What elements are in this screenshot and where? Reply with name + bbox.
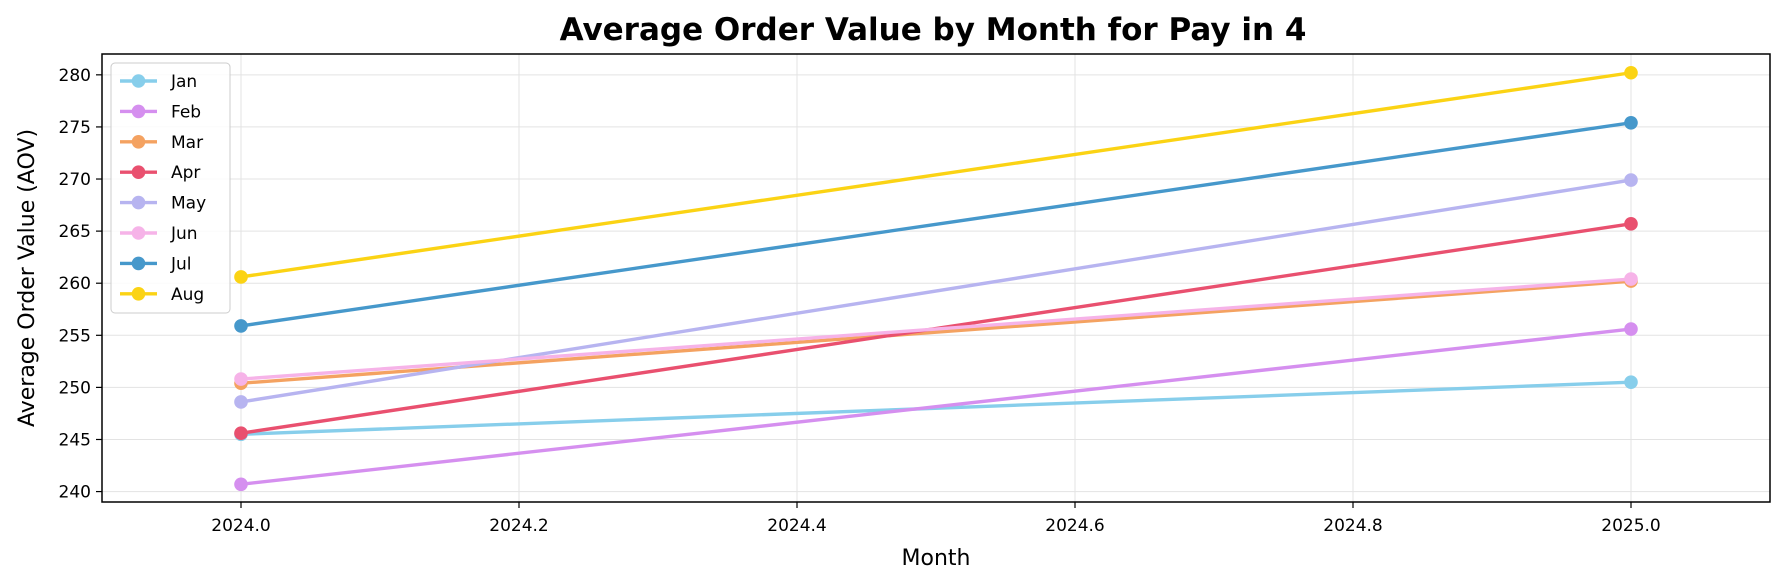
plot-area-frame bbox=[101, 53, 1771, 503]
y-tick-label: 255 bbox=[59, 326, 91, 346]
y-tick-label: 260 bbox=[59, 274, 91, 294]
series-line-aug bbox=[240, 71, 1632, 279]
legend-item-apr: Apr bbox=[120, 163, 200, 183]
y-axis-ticks: 240 245 250 255 260 265 270 275 280 bbox=[59, 66, 102, 503]
series-jul bbox=[234, 115, 1638, 333]
y-tick-label: 270 bbox=[59, 170, 91, 190]
series-aug bbox=[234, 65, 1638, 284]
x-axis-label: Month bbox=[902, 546, 971, 571]
data-point-jul bbox=[1624, 115, 1638, 130]
series-line-may bbox=[240, 178, 1632, 404]
data-point-feb bbox=[1624, 322, 1638, 336]
legend-marker bbox=[131, 74, 146, 88]
legend-item-may: May bbox=[120, 194, 206, 214]
series-may bbox=[234, 173, 1638, 409]
x-tick-label: 2024.6 bbox=[1045, 516, 1104, 536]
legend-item-jan: Jan bbox=[120, 72, 197, 92]
x-tick-label: 2024.0 bbox=[211, 516, 270, 536]
y-tick-label: 240 bbox=[59, 483, 91, 503]
data-point-aug bbox=[234, 270, 248, 284]
legend: Jan Feb Mar Apr May Jun Jul Aug bbox=[110, 62, 231, 314]
legend-item-jul: Jul bbox=[120, 254, 192, 274]
legend-label: Mar bbox=[171, 133, 203, 153]
series-jun bbox=[234, 272, 1638, 386]
legend-box bbox=[110, 62, 231, 314]
x-tick-label: 2025.0 bbox=[1601, 516, 1660, 536]
series-line-jul bbox=[240, 121, 1632, 328]
data-point-jun bbox=[234, 372, 248, 386]
data-point-aug bbox=[1624, 65, 1638, 80]
legend-marker bbox=[131, 256, 146, 271]
legend-marker bbox=[131, 135, 146, 149]
y-tick-label: 250 bbox=[59, 378, 91, 398]
data-point-may bbox=[234, 395, 248, 409]
legend-item-aug: Aug bbox=[120, 285, 204, 305]
legend-label: Jun bbox=[170, 224, 198, 244]
legend-marker bbox=[131, 287, 146, 301]
legend-label: Jan bbox=[170, 72, 197, 92]
x-tick-label: 2024.2 bbox=[489, 516, 548, 536]
data-point-jan bbox=[1624, 375, 1638, 389]
legend-label: Feb bbox=[171, 102, 201, 122]
series-lines bbox=[234, 65, 1638, 492]
series-line-feb bbox=[240, 327, 1632, 486]
y-tick-label: 245 bbox=[59, 430, 91, 450]
legend-marker bbox=[131, 195, 146, 210]
data-point-jun bbox=[1624, 272, 1638, 286]
chart-title: Average Order Value by Month for Pay in … bbox=[560, 12, 1307, 48]
legend-marker bbox=[131, 165, 146, 179]
data-point-apr bbox=[1624, 217, 1638, 231]
legend-label: May bbox=[171, 194, 206, 214]
legend-item-jun: Jun bbox=[120, 224, 198, 244]
data-point-may bbox=[1624, 173, 1638, 187]
legend-item-mar: Mar bbox=[120, 133, 203, 153]
legend-marker bbox=[131, 104, 146, 119]
data-point-feb bbox=[234, 477, 248, 492]
legend-label: Aug bbox=[171, 285, 204, 305]
y-tick-label: 265 bbox=[59, 222, 91, 242]
x-tick-label: 2024.4 bbox=[767, 516, 826, 536]
grid bbox=[102, 54, 1770, 502]
series-feb bbox=[234, 322, 1638, 492]
x-tick-label: 2024.8 bbox=[1323, 516, 1382, 536]
legend-marker bbox=[131, 226, 146, 240]
series-line-jun bbox=[240, 277, 1632, 381]
y-axis-label: Average Order Value (AOV) bbox=[15, 129, 40, 427]
legend-item-feb: Feb bbox=[120, 102, 201, 122]
x-axis-ticks: 2024.0 2024.2 2024.4 2024.6 2024.8 2025.0 bbox=[211, 502, 1661, 536]
legend-label: Jul bbox=[170, 254, 192, 274]
data-point-jul bbox=[234, 319, 248, 333]
y-tick-label: 280 bbox=[59, 66, 91, 86]
data-point-apr bbox=[234, 426, 248, 441]
y-tick-label: 275 bbox=[59, 118, 91, 138]
legend-label: Apr bbox=[171, 163, 200, 183]
